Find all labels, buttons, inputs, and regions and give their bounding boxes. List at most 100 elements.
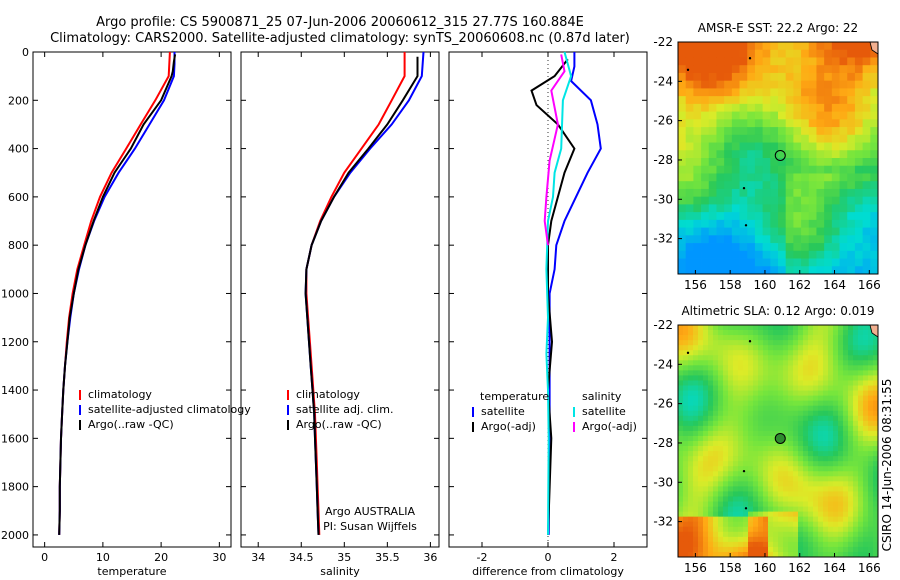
map-cell [816, 111, 825, 120]
map-cell [788, 425, 794, 432]
map-cell [698, 456, 704, 462]
map-cell [683, 335, 689, 341]
map-cell [731, 42, 740, 51]
map-cell [853, 451, 859, 457]
map-cell [773, 466, 779, 472]
map-cell [701, 119, 710, 128]
map-cell [816, 65, 825, 74]
map-cell [838, 461, 844, 467]
map-cell [703, 471, 709, 477]
map-cell [678, 103, 687, 112]
map-cell [833, 496, 839, 502]
map-cell [816, 72, 825, 82]
map-cell [831, 196, 840, 205]
map-cell [853, 375, 859, 381]
map-cell [839, 65, 848, 74]
map-cell [808, 42, 817, 51]
map-cell [848, 471, 854, 477]
map-cell [833, 375, 839, 381]
map-cell [823, 435, 829, 442]
map-cell [788, 345, 794, 351]
map-cell [768, 430, 774, 437]
map-cell [723, 461, 729, 467]
map-cell [803, 456, 809, 462]
map-cell [678, 435, 684, 442]
map-cell [863, 441, 869, 447]
map-cell [873, 476, 879, 482]
map-cell [718, 451, 724, 457]
map-cell [733, 531, 739, 538]
series-line-2 [304, 56, 419, 535]
map-cell [693, 142, 702, 151]
map-cell [748, 350, 754, 356]
map-cell [818, 360, 824, 366]
map-cell [808, 536, 814, 543]
map-cell [793, 340, 799, 346]
map-cell [678, 150, 687, 159]
map-cell [724, 49, 733, 58]
map-cell [693, 49, 702, 58]
map-cell [813, 400, 819, 407]
map-cell [768, 435, 774, 442]
map-cell [870, 142, 879, 151]
map-cell [703, 345, 709, 351]
map-cell [739, 42, 748, 51]
map-cell [816, 80, 825, 89]
map-cell [701, 243, 710, 252]
map-cell [801, 103, 810, 112]
map-cell [801, 142, 810, 151]
map-cell [808, 49, 817, 58]
map-cell [763, 541, 769, 548]
map-cell [688, 400, 694, 407]
map-cell [778, 511, 784, 518]
map-cell [838, 435, 844, 442]
map-cell [848, 516, 854, 523]
map-cell [808, 227, 817, 236]
map-cell [858, 471, 864, 477]
map-cell [713, 461, 719, 467]
map-cell [698, 491, 704, 497]
map-cell [803, 410, 809, 417]
map-cell [763, 496, 769, 502]
map-cell [801, 158, 810, 167]
map-cell [853, 385, 859, 391]
map-cell [848, 365, 854, 371]
map-cell [843, 420, 849, 427]
map-cell [693, 425, 699, 432]
map-cell [724, 127, 733, 136]
map-cell [758, 551, 764, 558]
map-cell [773, 405, 779, 412]
map-cell [683, 360, 689, 366]
map-cell [738, 365, 744, 371]
map-cell [773, 451, 779, 457]
map-cell [716, 181, 725, 190]
map-cell [873, 536, 879, 543]
map-cell [831, 188, 840, 198]
map-cell [824, 42, 833, 51]
map-cell [724, 65, 733, 74]
map-cell [754, 65, 764, 74]
map-cell [808, 250, 817, 259]
map-cell [688, 405, 694, 412]
map-cell [873, 370, 879, 376]
map-cell [863, 425, 869, 432]
map-cell [693, 42, 702, 51]
map-cell [793, 405, 799, 412]
map-cell [785, 103, 794, 112]
map-cell [785, 250, 794, 259]
map-cell [833, 370, 839, 376]
map-cell [733, 461, 739, 467]
map-cell [678, 181, 687, 190]
map-cell [848, 446, 854, 452]
map-cell [693, 80, 702, 89]
map-cell [678, 173, 687, 182]
map-cell [770, 196, 779, 205]
map-cell [758, 466, 764, 472]
map-cell [738, 410, 744, 417]
map-cell [747, 235, 756, 244]
map-cell [801, 250, 810, 259]
map-cell [853, 441, 859, 447]
map-cell [828, 345, 834, 351]
map-cell [828, 340, 834, 346]
map-cell [873, 491, 879, 497]
